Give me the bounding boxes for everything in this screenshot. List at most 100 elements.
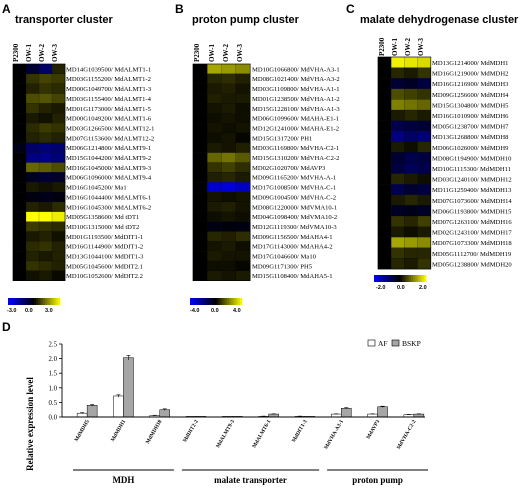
heatmap-cell — [12, 162, 27, 173]
legend-label-bskp: BSKP — [402, 339, 421, 348]
row-label: MD06G1214800/ MdALMT9-1 — [66, 145, 151, 152]
heatmap-cell — [207, 231, 222, 242]
scale-segment — [389, 275, 392, 282]
heatmap-cell — [391, 258, 405, 270]
row-label: MD16G1216900/ MdMDH3 — [432, 81, 509, 88]
scale-segment — [40, 298, 43, 305]
heatmap-cell — [51, 93, 66, 104]
bars — [76, 355, 425, 418]
scale-segment — [53, 298, 56, 305]
scale-segment — [190, 298, 193, 305]
heatmap-cell — [221, 211, 237, 222]
scale-label-min: -2.0 — [376, 285, 385, 291]
scale-label-max: 3.0 — [45, 308, 53, 314]
heatmap-cell — [12, 103, 27, 114]
scale-segment — [25, 298, 28, 305]
heatmap-cell — [51, 142, 66, 153]
x-tick-label: MdALMT9-3 — [215, 419, 236, 449]
row-label: MD07G1153600/ MdALMT12-2 — [66, 135, 154, 142]
heatmap-cell — [235, 113, 251, 124]
heatmap-cell — [38, 221, 53, 232]
scale-segment — [27, 298, 30, 305]
scale-segment — [402, 275, 405, 282]
heatmap-cell — [51, 201, 66, 212]
heatmap-cell — [25, 152, 40, 163]
scale-segment — [207, 298, 210, 305]
panel-d-bar-chart: D Relative expression level 0.0 0.5 1.0 1.5… — [2, 320, 428, 485]
heatmap-cell — [235, 241, 251, 252]
scale-segment — [384, 275, 388, 282]
heatmap-cell — [25, 241, 40, 252]
heatmap-cell — [417, 78, 432, 90]
row-label: MD08G1021400/ MdVHA-A3-2 — [252, 76, 340, 83]
bar-bskp — [341, 407, 352, 418]
row-label: MD03G1109800/ MdVHA-A1-1 — [252, 86, 340, 93]
heatmap-cell — [221, 122, 237, 134]
scale-segment — [34, 298, 37, 305]
heatmap-cell — [38, 260, 53, 272]
heatmap-cell — [12, 113, 27, 124]
heatmap-cell — [404, 99, 418, 111]
group-label: MDH — [112, 475, 134, 485]
heatmap-cell — [51, 221, 66, 232]
heatmap-frame — [192, 63, 251, 281]
heatmap-cell — [25, 270, 40, 281]
heatmap-cell — [235, 270, 251, 281]
heatmap-cell — [51, 182, 66, 193]
heatmap-cell — [12, 191, 27, 203]
panel-label: C — [346, 2, 355, 16]
heatmap-cell — [207, 113, 222, 124]
scale-label-mid: 0.0 — [397, 285, 405, 291]
scale-segment — [49, 298, 52, 305]
heatmap-cell — [38, 73, 53, 84]
heatmap-cell — [377, 88, 392, 100]
scale-segment — [378, 275, 381, 282]
heatmap-cell — [221, 172, 237, 183]
column-label: P2300 — [378, 37, 386, 56]
heatmap-cell — [38, 201, 53, 212]
heatmap-cell — [192, 93, 208, 104]
heatmap-cell — [404, 88, 418, 100]
row-label: MD16G1045200/ Ma1 — [66, 185, 127, 192]
heatmap-cell — [221, 73, 237, 84]
heatmap-cell — [391, 109, 405, 121]
heatmap-cell — [221, 83, 237, 94]
row-label: MD15G1317200/ PH1 — [252, 135, 312, 142]
column-label: OW-1 — [25, 43, 33, 62]
heatmap-cell — [207, 93, 222, 104]
heatmap-cell — [377, 120, 392, 132]
heatmap-cell — [404, 237, 418, 249]
heatmap-cell — [38, 172, 53, 183]
heatmap-cell — [38, 83, 53, 94]
scale-segment — [200, 298, 204, 305]
heatmap-cell — [12, 211, 27, 222]
row-label: MD10G1315000/ Md tDT2 — [66, 224, 139, 231]
scale-segment — [29, 298, 33, 305]
heatmap-cell — [192, 132, 208, 144]
heatmap-cell — [391, 194, 405, 206]
heatmap-frame — [377, 56, 432, 270]
heatmap-cell — [38, 93, 53, 104]
heatmap-cell — [235, 162, 251, 173]
column-label: OW-3 — [417, 37, 425, 56]
group-label: malate transporter — [214, 475, 287, 485]
scale-segment — [42, 298, 46, 305]
heatmap-cell — [417, 237, 432, 249]
row-label: MD16G1219000/ MdMDH2 — [432, 71, 508, 78]
heatmap-cell — [192, 152, 208, 163]
row-label: MD11G1259400/ MdMDH13 — [432, 187, 512, 194]
heatmap-cell — [417, 131, 432, 143]
heatmap-cell — [221, 241, 237, 252]
scale-label-max: 4.0 — [233, 308, 241, 314]
scale-segment — [239, 298, 243, 305]
panel-c-heatmap: C malate dehydrogenase cluster P2300 OW-… — [346, 2, 519, 291]
row-label: MD05G1112700/ MdMDH19 — [432, 251, 512, 258]
legend-swatch-bskp — [391, 339, 400, 347]
y-tick-label: 2.0 — [49, 356, 58, 363]
scale-segment — [216, 298, 219, 305]
scale-segment — [391, 275, 394, 282]
y-axis-ticks: 0.0 0.5 1.0 1.5 2.0 2.5 — [49, 342, 62, 422]
row-label: MD00G1049200/ MdALMT1-6 — [66, 116, 152, 123]
scale-segment — [226, 298, 230, 305]
